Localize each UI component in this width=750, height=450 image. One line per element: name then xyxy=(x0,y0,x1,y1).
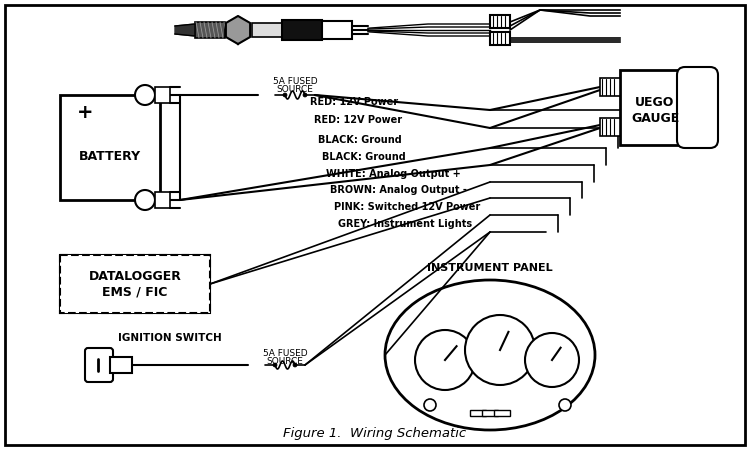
Bar xyxy=(282,20,322,40)
Text: INSTRUMENT PANEL: INSTRUMENT PANEL xyxy=(427,263,553,273)
Ellipse shape xyxy=(385,280,595,430)
Circle shape xyxy=(559,399,571,411)
Bar xyxy=(60,255,210,313)
Polygon shape xyxy=(226,16,250,44)
Bar xyxy=(620,70,690,145)
Text: PINK: Switched 12V Power: PINK: Switched 12V Power xyxy=(334,202,480,212)
Text: GAUGE: GAUGE xyxy=(631,112,680,125)
Bar xyxy=(470,410,486,416)
Bar xyxy=(110,357,132,373)
Circle shape xyxy=(273,363,277,367)
Bar xyxy=(155,192,170,208)
Bar xyxy=(60,255,210,313)
Text: +: + xyxy=(76,104,93,122)
Text: UEGO: UEGO xyxy=(635,95,675,108)
Circle shape xyxy=(424,399,436,411)
Bar xyxy=(490,15,510,28)
Text: BROWN: Analog Output -: BROWN: Analog Output - xyxy=(330,185,466,195)
Text: BLACK: Ground: BLACK: Ground xyxy=(322,152,406,162)
Circle shape xyxy=(415,330,475,390)
Text: 5A FUSED: 5A FUSED xyxy=(262,348,308,357)
Bar xyxy=(482,410,498,416)
Polygon shape xyxy=(175,24,195,36)
Text: DATALOGGER: DATALOGGER xyxy=(88,270,182,283)
Text: RED: 12V Power: RED: 12V Power xyxy=(314,115,402,125)
Text: SOURCE: SOURCE xyxy=(277,85,314,94)
FancyBboxPatch shape xyxy=(85,348,113,382)
Text: WHITE: Analog Output +: WHITE: Analog Output + xyxy=(326,169,460,179)
Text: RED: 12V Power: RED: 12V Power xyxy=(310,97,398,107)
Bar xyxy=(494,410,510,416)
Bar xyxy=(322,21,352,39)
Circle shape xyxy=(525,333,579,387)
Text: BLACK: Ground: BLACK: Ground xyxy=(318,135,402,145)
Circle shape xyxy=(465,315,535,385)
Text: EMS / FIC: EMS / FIC xyxy=(102,285,168,298)
Text: GREY: Instrument Lights: GREY: Instrument Lights xyxy=(338,219,472,229)
Circle shape xyxy=(135,190,155,210)
Circle shape xyxy=(303,93,307,97)
Circle shape xyxy=(283,93,287,97)
Bar xyxy=(195,22,225,38)
Text: SOURCE: SOURCE xyxy=(266,356,304,365)
Text: BATTERY: BATTERY xyxy=(79,150,141,163)
Bar xyxy=(155,87,170,103)
Bar xyxy=(490,32,510,45)
Text: Figure 1.  Wiring Schematic: Figure 1. Wiring Schematic xyxy=(284,427,466,440)
FancyBboxPatch shape xyxy=(677,67,718,148)
Circle shape xyxy=(135,85,155,105)
Text: 5A FUSED: 5A FUSED xyxy=(273,76,317,86)
Text: IGNITION SWITCH: IGNITION SWITCH xyxy=(118,333,222,343)
Bar xyxy=(600,78,620,96)
Bar xyxy=(60,95,160,200)
Bar xyxy=(252,23,282,37)
Circle shape xyxy=(293,363,297,367)
Bar xyxy=(600,118,620,136)
